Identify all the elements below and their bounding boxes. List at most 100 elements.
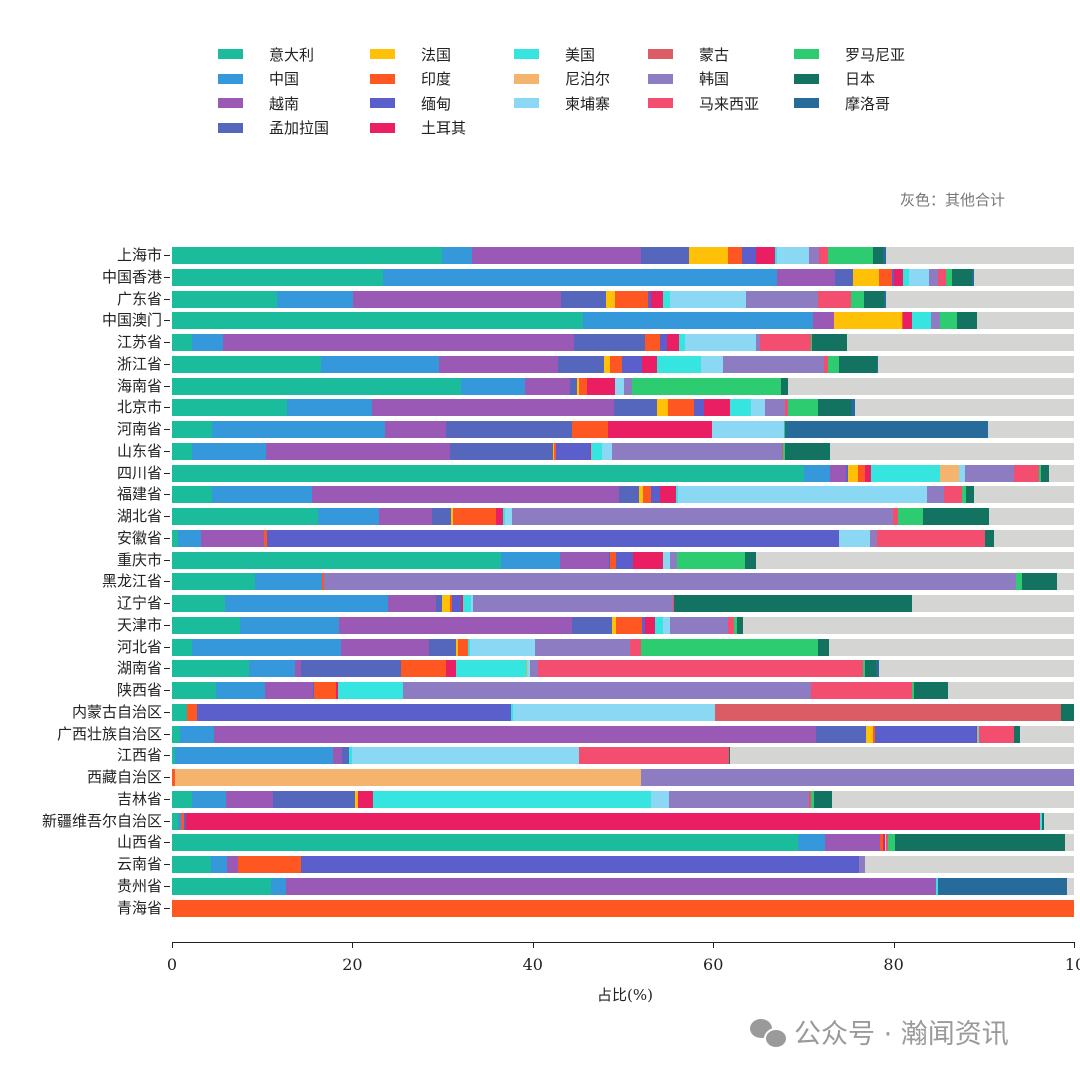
y-tick-label: 山西省 <box>116 833 162 852</box>
bar-segment <box>446 421 573 438</box>
bar-segment <box>271 877 286 895</box>
y-tick <box>164 494 170 496</box>
y-tick-label: 江苏省 <box>116 333 162 351</box>
x-tick <box>172 942 173 948</box>
bar-segment <box>723 355 825 373</box>
bar-segment <box>1038 464 1042 482</box>
y-tick-label: 天津市 <box>116 615 162 634</box>
bar-segment <box>254 573 322 591</box>
bar-row <box>172 573 1074 591</box>
legend-item: 柬埔寨 <box>514 93 610 113</box>
bar-segment <box>604 355 611 373</box>
y-tick <box>164 755 170 757</box>
y-tick <box>164 385 170 387</box>
bar-segment <box>441 247 473 264</box>
legend-label: 蒙古 <box>699 45 730 64</box>
bar-segment <box>225 595 389 612</box>
bar-segment <box>172 812 179 830</box>
bar-segment <box>797 834 826 852</box>
legend-label: 越南 <box>269 94 300 113</box>
bar-segment <box>788 399 818 417</box>
bar-segment <box>265 442 450 460</box>
bar-row <box>172 377 1074 395</box>
bar-segment <box>744 551 757 569</box>
bar-segment <box>622 355 642 373</box>
bar-segment <box>827 247 873 264</box>
bar-segment <box>571 616 613 634</box>
bar-segment <box>511 508 893 525</box>
x-axis-line <box>172 942 1074 943</box>
bar-segment <box>727 247 743 264</box>
bar-segment <box>810 790 815 808</box>
bar-segment <box>851 399 855 417</box>
bar-segment <box>172 247 442 264</box>
bar-segment <box>877 355 879 373</box>
bar-segment <box>461 595 464 612</box>
bar-segment <box>321 573 324 591</box>
bar-segment <box>777 247 809 264</box>
bar-segment <box>610 355 623 373</box>
bar-row <box>172 247 1074 264</box>
bar-segment <box>975 725 978 743</box>
bar-segment <box>880 834 883 852</box>
bar-segment <box>300 660 402 678</box>
bar-segment <box>876 660 880 678</box>
bar-segment <box>808 247 819 264</box>
y-tick <box>164 603 170 604</box>
y-tick <box>164 429 170 430</box>
bar-row <box>172 268 1074 286</box>
y-tick <box>164 733 170 735</box>
bar-segment <box>1039 812 1042 830</box>
bar-segment <box>780 377 788 395</box>
x-tick <box>1074 942 1075 948</box>
bar-segment <box>197 703 512 721</box>
bar-segment <box>834 312 902 330</box>
bar-segment <box>700 355 724 373</box>
y-tick <box>164 559 170 561</box>
bar-segment <box>669 616 729 634</box>
bar-segment <box>276 290 354 308</box>
bar-segment <box>984 529 994 547</box>
bar-segment <box>814 790 833 808</box>
bar-segment <box>312 682 315 699</box>
y-tick <box>164 646 170 648</box>
bar-segment <box>818 247 828 264</box>
y-tick <box>164 298 170 300</box>
bar-segment <box>685 334 756 351</box>
bar-segment <box>641 616 646 634</box>
legend-swatch <box>218 98 243 108</box>
bar-segment <box>879 268 892 286</box>
bar-segment <box>615 616 642 634</box>
bar-segment <box>677 551 745 569</box>
bar-segment <box>958 464 965 482</box>
bar-segment <box>172 312 584 330</box>
x-tick <box>352 942 354 948</box>
bar-segment <box>172 529 179 547</box>
bar-segment <box>872 247 883 264</box>
bar-segment <box>641 769 1074 786</box>
bar-segment <box>977 725 980 743</box>
bar-segment <box>172 725 181 743</box>
y-tick <box>164 864 170 865</box>
bar-segment <box>191 638 341 656</box>
y-tick <box>164 690 170 691</box>
bar-row <box>172 747 1074 765</box>
bar-segment <box>729 747 731 765</box>
bar-segment <box>441 595 450 612</box>
y-tick-label: 中国澳门 <box>101 311 162 330</box>
bar-segment <box>895 834 1065 852</box>
bar-segment <box>172 769 175 786</box>
legend-swatch <box>370 73 395 84</box>
bar-segment <box>657 399 669 417</box>
bar-segment <box>456 660 528 678</box>
bar-segment <box>858 464 865 482</box>
bar-row <box>172 769 1074 786</box>
x-tick-label: 80 <box>883 955 904 974</box>
bar-segment <box>237 856 301 873</box>
bar-segment <box>502 508 505 525</box>
y-tick-label: 福建省 <box>116 485 162 504</box>
bar-segment <box>174 769 642 786</box>
bar-segment <box>937 877 1067 895</box>
legend-item: 尼泊尔 <box>514 69 610 89</box>
bar-segment <box>431 508 451 525</box>
